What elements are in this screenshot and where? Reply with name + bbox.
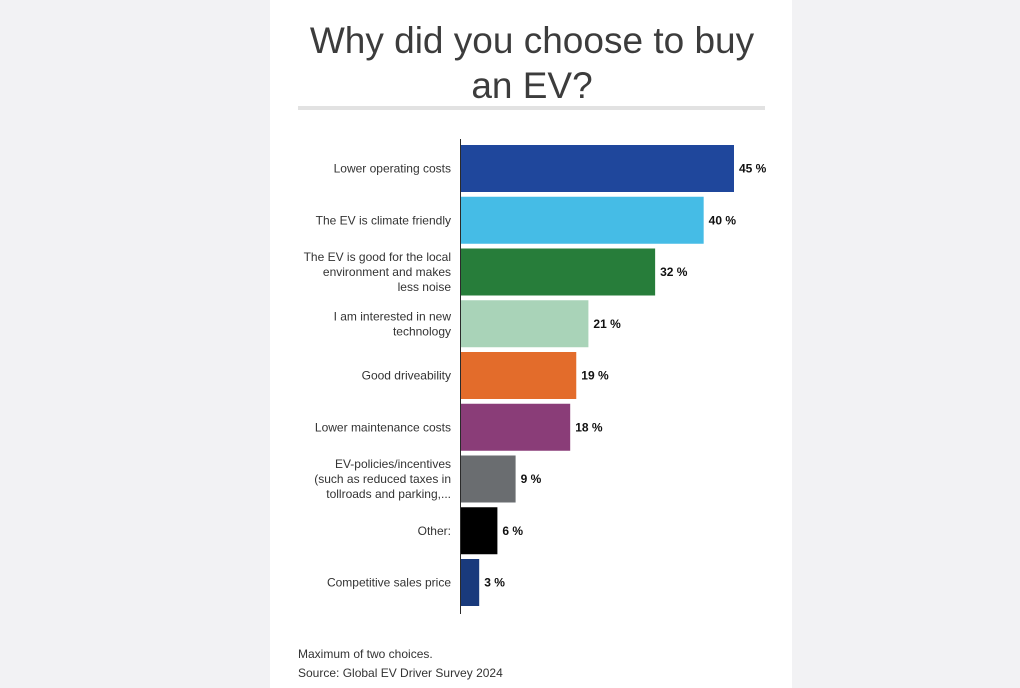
category-label-6: EV-policies/incentives (such as reduced t… — [314, 457, 451, 501]
chart-title: Why did you choose to buy an EV? — [309, 20, 755, 106]
bar-0 — [461, 145, 734, 192]
category-label-0: Lower operating costs — [334, 162, 451, 176]
category-label-1: The EV is climate friendly — [316, 213, 451, 227]
bar-5 — [461, 403, 571, 451]
chart-note: Maximum of two choices. — [298, 647, 433, 661]
chart-source: Source: Global EV Driver Survey 2024 — [298, 666, 503, 680]
value-label-8: 3 % — [484, 576, 505, 590]
bar-1 — [461, 196, 704, 244]
bar-4 — [461, 352, 577, 399]
category-label-5: Lower maintenance costs — [315, 420, 451, 434]
category-label-2: The EV is good for the local environment … — [304, 250, 452, 294]
category-label-7: Other: — [418, 524, 451, 538]
value-label-7: 6 % — [502, 524, 523, 538]
value-label-3: 21 % — [593, 317, 621, 331]
chart-card: Why did you choose to buy an EV? 45 % Low… — [270, 0, 792, 688]
title-divider — [298, 106, 765, 110]
bar-7 — [461, 507, 498, 555]
value-label-6: 9 % — [521, 472, 542, 486]
bar-chart: 45 % Lower operating costs 40 % The EV is c… — [304, 139, 767, 614]
category-label-8: Competitive sales price — [327, 576, 451, 590]
bar-8 — [461, 559, 480, 606]
bar-6 — [461, 455, 516, 503]
category-label-3: I am interested in new technology — [334, 309, 452, 338]
value-label-5: 18 % — [575, 420, 603, 434]
bar-3 — [461, 300, 589, 348]
value-label-2: 32 % — [660, 265, 688, 279]
category-label-4: Good driveability — [362, 369, 451, 383]
value-label-4: 19 % — [581, 369, 609, 383]
value-label-0: 45 % — [739, 162, 767, 176]
value-label-1: 40 % — [709, 213, 737, 227]
bar-2 — [461, 248, 656, 296]
